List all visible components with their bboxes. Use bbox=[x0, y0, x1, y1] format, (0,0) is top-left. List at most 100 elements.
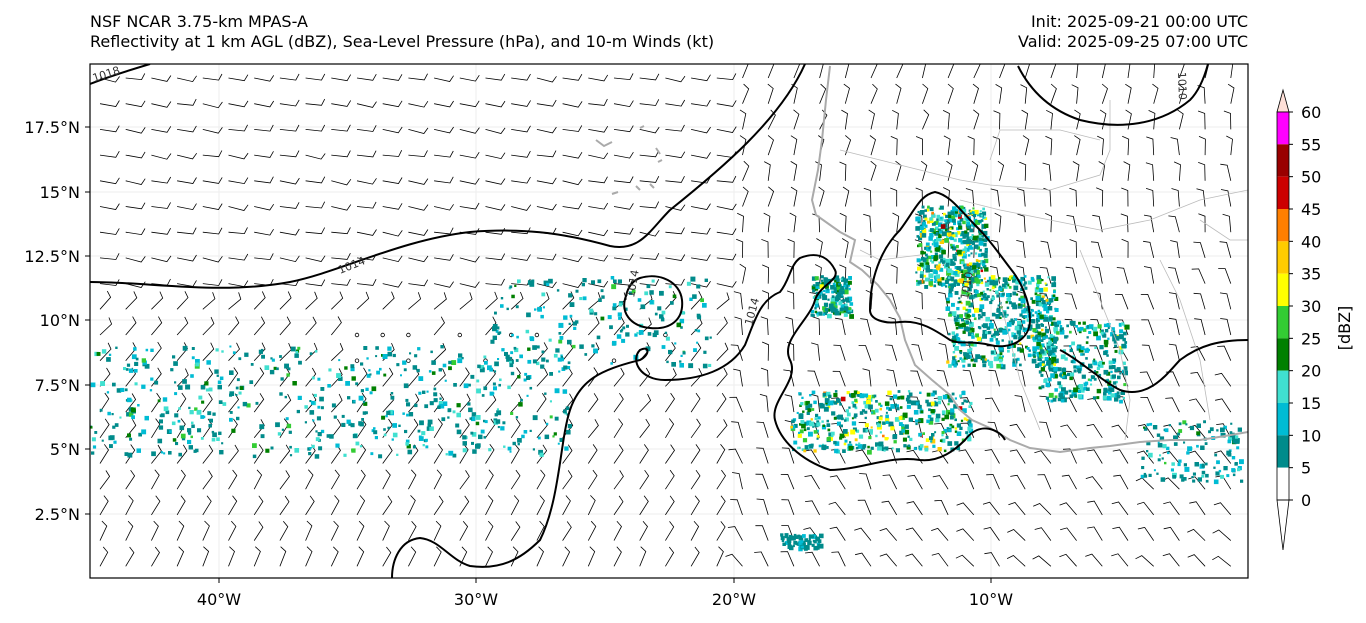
reflectivity-cell bbox=[989, 337, 994, 342]
reflectivity-cell bbox=[1185, 423, 1188, 426]
reflectivity-cell bbox=[1085, 357, 1088, 360]
reflectivity-cell bbox=[502, 421, 506, 425]
reflectivity-cell bbox=[833, 440, 837, 445]
reflectivity-cell bbox=[589, 308, 594, 313]
reflectivity-cell bbox=[1034, 287, 1040, 293]
wind-barb bbox=[1198, 136, 1206, 156]
reflectivity-cell bbox=[960, 326, 964, 329]
wind-barb bbox=[279, 228, 300, 236]
reflectivity-cell bbox=[963, 326, 969, 332]
reflectivity-cell bbox=[286, 423, 292, 429]
wind-barb bbox=[125, 520, 134, 541]
reflectivity-cell bbox=[1118, 334, 1124, 339]
reflectivity-cell bbox=[868, 404, 873, 410]
wind-barb bbox=[1062, 448, 1077, 464]
reflectivity-cell bbox=[1059, 329, 1063, 332]
wind-barb bbox=[228, 124, 248, 132]
reflectivity-cell bbox=[1201, 474, 1205, 478]
wind-barb bbox=[125, 73, 146, 81]
wind-barb bbox=[690, 291, 703, 310]
reflectivity-cell bbox=[972, 213, 977, 218]
reflectivity-cell bbox=[235, 394, 238, 396]
reflectivity-cell bbox=[512, 441, 516, 446]
reflectivity-cell bbox=[351, 448, 356, 453]
reflectivity-cell bbox=[919, 210, 925, 215]
reflectivity-cell bbox=[1054, 346, 1058, 349]
reflectivity-cell bbox=[1102, 395, 1107, 400]
reflectivity-cell bbox=[998, 358, 1003, 363]
reflectivity-cell bbox=[280, 377, 284, 381]
wind-barb bbox=[305, 255, 326, 262]
wind-barb bbox=[536, 253, 557, 261]
reflectivity-cell bbox=[952, 256, 957, 260]
reflectivity-cell bbox=[379, 367, 382, 371]
wind-barb bbox=[955, 554, 975, 567]
wind-barb bbox=[459, 418, 470, 439]
wind-barb bbox=[639, 73, 660, 81]
reflectivity-cell bbox=[564, 446, 569, 451]
wind-barb bbox=[716, 419, 728, 439]
reflectivity-cell bbox=[969, 284, 973, 289]
wind-barb bbox=[639, 230, 660, 237]
reflectivity-cell bbox=[917, 210, 920, 214]
reflectivity-cell bbox=[418, 435, 422, 439]
reflectivity-cell bbox=[1069, 330, 1072, 334]
reflectivity-cell bbox=[932, 239, 935, 243]
reflectivity-cell bbox=[948, 397, 954, 403]
reflectivity-cell bbox=[1030, 334, 1035, 339]
reflectivity-cell bbox=[309, 352, 313, 355]
reflectivity-cell bbox=[1159, 436, 1165, 441]
reflectivity-cell bbox=[1183, 463, 1187, 467]
reflectivity-cell bbox=[984, 216, 987, 219]
wind-barb bbox=[228, 546, 235, 567]
reflectivity-cell bbox=[946, 299, 950, 304]
reflectivity-cell bbox=[809, 444, 814, 449]
wind-barb bbox=[665, 546, 675, 567]
reflectivity-cell bbox=[396, 363, 400, 367]
reflectivity-cell bbox=[897, 390, 901, 393]
wind-barb bbox=[228, 495, 238, 516]
reflectivity-cell bbox=[320, 387, 325, 391]
reflectivity-cell bbox=[1124, 341, 1128, 344]
wind-barb bbox=[885, 395, 898, 413]
wind-barb bbox=[881, 500, 898, 516]
reflectivity-cell bbox=[980, 279, 983, 282]
reflectivity-cell bbox=[822, 424, 825, 427]
reflectivity-cell bbox=[812, 289, 816, 293]
reflectivity-cell bbox=[1011, 276, 1015, 280]
reflectivity-cell bbox=[794, 535, 799, 539]
reflectivity-cell bbox=[817, 539, 822, 543]
reflectivity-cell bbox=[804, 445, 810, 450]
reflectivity-cell bbox=[982, 333, 987, 339]
reflectivity-cell bbox=[1047, 276, 1050, 279]
reflectivity-cell bbox=[959, 217, 964, 222]
reflectivity-cell bbox=[951, 425, 955, 429]
reflectivity-cell bbox=[1196, 431, 1200, 436]
reflectivity-cell bbox=[814, 287, 819, 291]
reflectivity-cell bbox=[402, 360, 407, 365]
reflectivity-cell bbox=[1070, 372, 1075, 377]
coastline bbox=[810, 65, 1248, 454]
reflectivity-cell bbox=[144, 363, 150, 369]
wind-barb bbox=[843, 83, 850, 104]
reflectivity-cell bbox=[1123, 331, 1127, 336]
wind-barb bbox=[1137, 424, 1155, 439]
reflectivity-cell bbox=[702, 363, 708, 369]
reflectivity-cell bbox=[940, 224, 946, 229]
wind-barb bbox=[562, 101, 583, 108]
reflectivity-cell bbox=[922, 258, 927, 263]
reflectivity-cell bbox=[353, 400, 356, 403]
reflectivity-cell bbox=[812, 425, 815, 428]
reflectivity-cell bbox=[948, 286, 954, 292]
wind-barb bbox=[890, 187, 898, 207]
reflectivity-cell bbox=[211, 430, 215, 434]
reflectivity-cell bbox=[596, 335, 601, 340]
reflectivity-cell bbox=[1204, 442, 1208, 445]
reflectivity-cell bbox=[961, 289, 967, 295]
reflectivity-cell bbox=[1186, 451, 1190, 455]
reflectivity-cell bbox=[968, 277, 971, 281]
reflectivity-cell bbox=[1038, 386, 1042, 390]
wind-barb bbox=[228, 367, 239, 387]
wind-barb bbox=[485, 73, 506, 81]
